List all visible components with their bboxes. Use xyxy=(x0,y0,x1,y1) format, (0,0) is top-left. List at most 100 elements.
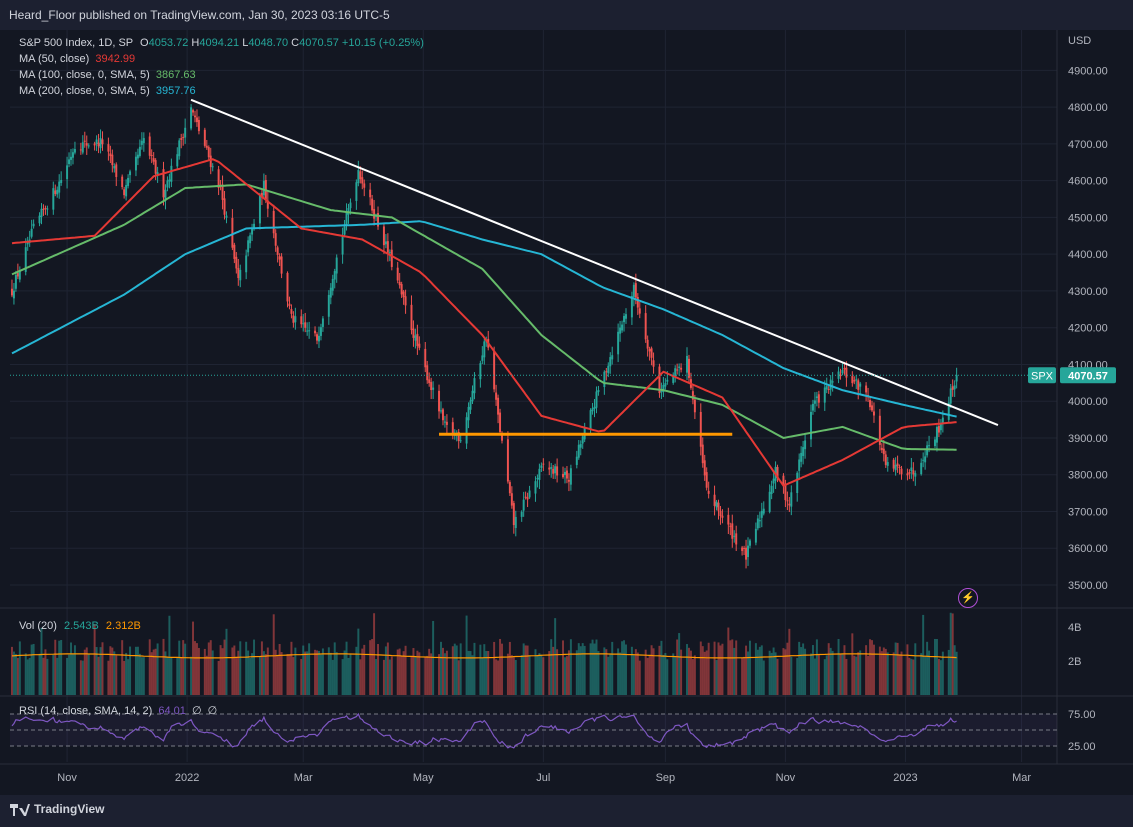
volume-bar xyxy=(95,647,98,695)
time-tick-label: Mar xyxy=(1012,772,1031,784)
volume-bar xyxy=(404,645,407,695)
volume-bar xyxy=(388,659,391,695)
volume-bar xyxy=(831,650,834,695)
volume-bar xyxy=(689,650,692,695)
volume-bar xyxy=(699,641,702,695)
candle-body xyxy=(652,360,655,367)
volume-bar xyxy=(329,652,332,695)
candle-body xyxy=(286,272,289,302)
candle-body xyxy=(32,223,35,227)
volume-bar xyxy=(85,647,88,695)
candle-body xyxy=(693,399,696,413)
volume-bar xyxy=(747,651,750,695)
candle-body xyxy=(245,255,248,273)
candle-body xyxy=(676,369,679,371)
candle-body xyxy=(396,267,399,281)
volume-bar xyxy=(701,646,704,695)
candle-body xyxy=(483,341,486,358)
legend-high: 4094.21 xyxy=(199,37,240,49)
candle-body xyxy=(308,330,311,332)
volume-bar xyxy=(341,659,344,695)
volume-bar xyxy=(575,650,578,695)
tradingview-logo[interactable]: TradingView xyxy=(10,802,104,816)
volume-bar xyxy=(672,653,675,695)
ma50-line xyxy=(11,158,957,487)
candle-body xyxy=(955,375,958,382)
candle-body xyxy=(127,177,130,187)
legend-main: S&P 500 Index, 1D, SP O4053.72 H4094.21 … xyxy=(19,37,424,49)
candle-body xyxy=(386,241,389,253)
candle-body xyxy=(776,467,779,479)
volume-value-1: 2.543B xyxy=(63,620,99,632)
volume-bar xyxy=(845,658,848,695)
volume-bar xyxy=(926,641,929,695)
volume-bar xyxy=(589,643,592,695)
price-tick-label: 4000.00 xyxy=(1068,396,1108,408)
volume-bar xyxy=(520,655,523,695)
moving-averages xyxy=(11,158,957,487)
volume-bar xyxy=(410,656,413,695)
candle-body xyxy=(922,459,925,461)
candle-body xyxy=(142,138,145,144)
volume-bar xyxy=(125,652,128,695)
candle-body xyxy=(906,473,909,476)
candle-body xyxy=(528,490,531,498)
candle-body xyxy=(623,315,626,323)
volume-bar xyxy=(609,653,612,695)
candle-body xyxy=(745,547,748,560)
candle-body xyxy=(662,384,665,392)
price-tick-label: 4500.00 xyxy=(1068,212,1108,224)
volume-bar xyxy=(567,650,570,695)
volume-bar xyxy=(361,648,364,695)
candle-body xyxy=(815,396,818,398)
volume-bar xyxy=(194,641,196,695)
legend-ma100-value: 3867.63 xyxy=(155,69,196,81)
volume-bar xyxy=(686,644,688,695)
time-tick-label: 2023 xyxy=(893,772,917,784)
candle-body xyxy=(510,493,513,506)
volume-bar xyxy=(176,657,179,695)
volume-bar xyxy=(38,653,41,695)
volume-bar xyxy=(550,639,553,695)
volume-bar xyxy=(650,645,653,695)
candle-body xyxy=(426,365,429,381)
volume-bar xyxy=(140,657,143,695)
grid xyxy=(0,30,1133,765)
price-tick-label: 4300.00 xyxy=(1068,286,1108,298)
candle-body xyxy=(896,463,899,467)
volume-label: Vol (20) xyxy=(19,620,57,632)
volume-bar xyxy=(219,645,222,695)
candle-body xyxy=(38,215,41,224)
candle-body xyxy=(316,334,318,341)
candle-body xyxy=(176,154,179,167)
candle-body xyxy=(565,470,568,479)
volume-bar xyxy=(343,650,346,695)
volume-bar xyxy=(634,649,637,695)
volume-bar xyxy=(788,628,791,695)
legend-ma200-value: 3957.76 xyxy=(155,85,196,97)
candle-body xyxy=(924,456,927,463)
volume-bar xyxy=(510,655,513,695)
volume-bar xyxy=(869,639,872,695)
candle-body xyxy=(674,368,677,377)
candle-body xyxy=(556,466,559,476)
volume-bar xyxy=(680,649,683,695)
price-chart[interactable]: USD 3500.00 3600.00 3700.00 3800.00 3900.00 40… xyxy=(0,30,1133,795)
volume-bar xyxy=(554,618,557,695)
candle-body xyxy=(266,200,269,209)
volume-bar xyxy=(591,639,594,695)
candle-body xyxy=(260,193,263,198)
flash-icon[interactable]: ⚡ xyxy=(958,588,978,608)
candle-body xyxy=(280,256,283,274)
volume-bar xyxy=(933,638,936,695)
volume-bar xyxy=(855,656,858,695)
candle-body xyxy=(412,328,415,338)
candle-body xyxy=(373,209,376,219)
candle-body xyxy=(508,482,511,494)
volume-bar xyxy=(713,641,716,695)
volume-bar xyxy=(60,639,63,695)
volume-bar xyxy=(414,657,417,695)
candle-body xyxy=(859,383,862,387)
candle-body xyxy=(357,170,360,184)
volume-bar xyxy=(528,655,531,695)
